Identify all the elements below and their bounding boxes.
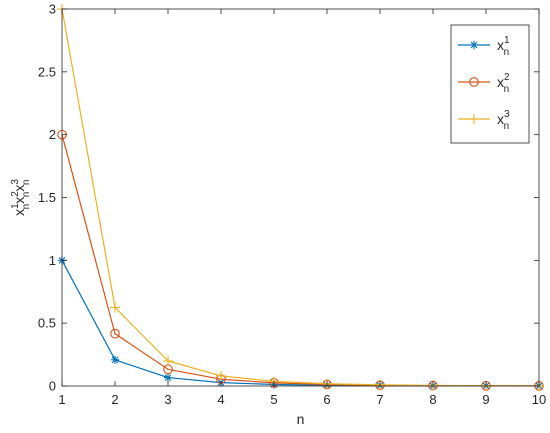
legend-item-2: x2 n: [458, 72, 510, 95]
legend-label: x3 n: [497, 109, 510, 132]
x-tick-label: 8: [429, 392, 436, 407]
series-3-line: [61, 8, 540, 387]
legend-item-1: x1 n: [458, 35, 510, 58]
legend-label: x2 n: [497, 72, 510, 95]
y-axis-label: x1n​x2n​x3n​: [10, 179, 32, 216]
y-tick-label: 2: [49, 127, 56, 142]
x-tick-label: 10: [532, 392, 546, 407]
legend-label: x1 n: [497, 35, 510, 58]
legend: x1 n x2 n x3 n: [450, 24, 530, 144]
y-tick-label: 1: [49, 253, 56, 268]
x-tick-label: 6: [323, 392, 330, 407]
series-1-point: [163, 373, 173, 382]
y-tick-label: 3: [49, 2, 56, 17]
legend-box: [450, 24, 530, 144]
series-2-point: [110, 328, 120, 339]
y-tick-label: 0: [49, 379, 56, 394]
x-tick-label: 7: [376, 392, 383, 407]
y-tick-label: 0.5: [38, 316, 56, 331]
series-1-point: [110, 355, 120, 365]
axes-layer: 1 2 3 4 5 6 7 8 9 10 0 0.5 1 1.5 2 2.5 3 n x1n​x2n​x3n​: [10, 2, 546, 428]
legend-marker: [469, 114, 479, 124]
series-3-point: [216, 370, 226, 381]
y-tick-label: 2.5: [38, 64, 56, 79]
series-3-point: [110, 302, 120, 313]
x-tick-label: 9: [482, 392, 489, 407]
series-3-point: [163, 355, 173, 366]
x-tick-label: 3: [164, 392, 171, 407]
legend-marker: [469, 77, 479, 87]
x-tick-label: 4: [217, 392, 224, 407]
series-3: [57, 4, 544, 391]
x-tick-label: 5: [270, 392, 277, 407]
legend-item-3: x3 n: [458, 109, 510, 132]
y-tick-label: 1.5: [38, 190, 56, 205]
x-tick-label: 2: [111, 392, 118, 407]
x-tick-label: 1: [58, 392, 65, 407]
x-axis-label: n: [297, 411, 305, 427]
legend-marker: [469, 40, 479, 50]
